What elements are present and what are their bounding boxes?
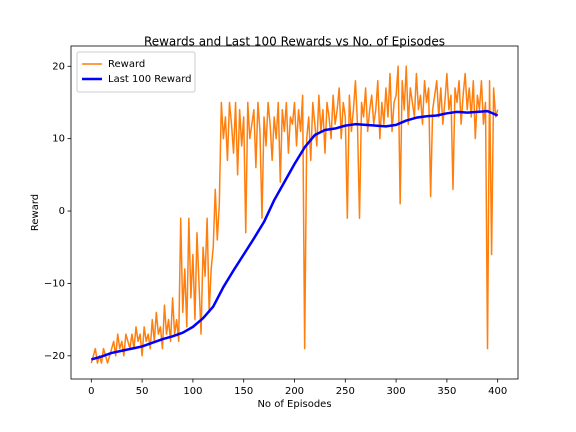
legend-box: [76, 51, 196, 93]
x-tick-label: 150: [234, 386, 253, 397]
y-axis-label: Reward: [30, 194, 41, 231]
y-tick-label: 20: [52, 61, 65, 72]
x-tick-label: 300: [387, 386, 406, 397]
plot-frame: [70, 45, 519, 380]
x-tick-label: 200: [285, 386, 304, 397]
x-tick-label: 0: [88, 386, 94, 397]
y-tick-label: 10: [52, 134, 65, 145]
legend-label: Last 100 Reward: [108, 74, 192, 85]
series-line: [90, 109, 499, 361]
x-tick-label: 350: [437, 386, 456, 397]
series-line: [90, 65, 499, 364]
x-tick-label: 100: [183, 386, 202, 397]
y-tick-label: −10: [44, 278, 65, 289]
chart-title: Rewards and Last 100 Rewards vs No. of E…: [144, 35, 445, 49]
x-tick-label: 50: [136, 386, 149, 397]
legend-label: Reward: [108, 59, 145, 70]
x-tick-label: 250: [336, 386, 355, 397]
x-tick-label: 400: [488, 386, 507, 397]
y-tick-label: 0: [59, 206, 65, 217]
y-tick-label: −20: [44, 351, 65, 362]
x-axis-label: No of Episodes: [257, 399, 331, 410]
